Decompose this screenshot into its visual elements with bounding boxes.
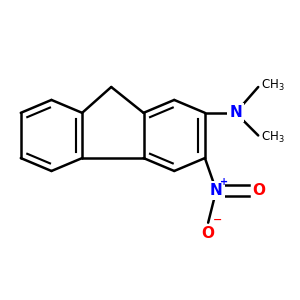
Text: O: O xyxy=(252,183,266,198)
Text: N: N xyxy=(210,183,223,198)
Text: N: N xyxy=(229,105,242,120)
Text: O: O xyxy=(202,226,215,241)
Text: CH$_3$: CH$_3$ xyxy=(262,78,285,93)
Text: +: + xyxy=(220,177,228,187)
Text: CH$_3$: CH$_3$ xyxy=(262,130,285,145)
Text: −: − xyxy=(212,215,222,225)
